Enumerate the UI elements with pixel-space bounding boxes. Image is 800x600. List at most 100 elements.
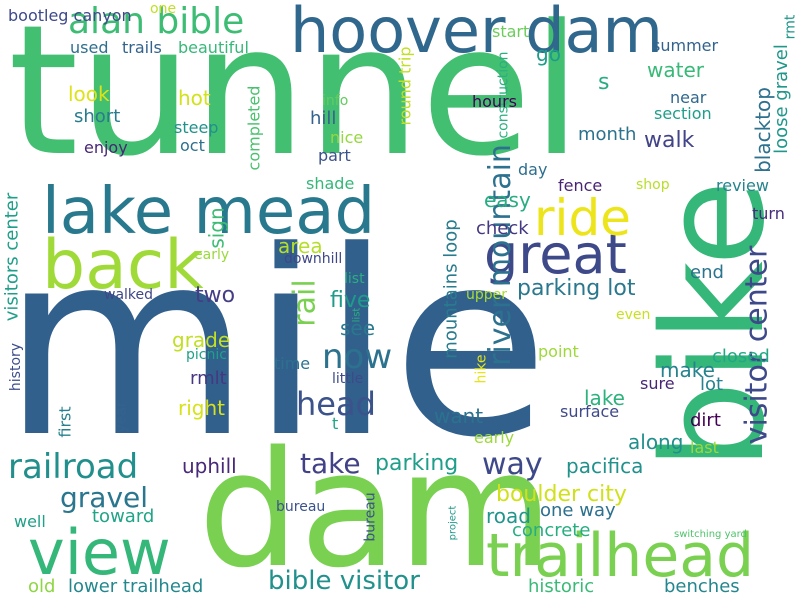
- word-hill: hill: [310, 108, 337, 129]
- word-surface: surface: [560, 402, 620, 421]
- word-parking: parking: [375, 451, 459, 476]
- word-walked: walked: [104, 287, 154, 303]
- word-rmlt: rmlt: [190, 368, 227, 389]
- word-concrete: concrete: [512, 520, 591, 541]
- word-alan-bible: alan bible: [68, 1, 245, 42]
- word-oct: oct: [180, 136, 205, 155]
- word-bible-visitor: bible visitor: [268, 566, 420, 596]
- word-park: early: [474, 428, 515, 447]
- word-uphill: uphill: [182, 454, 237, 478]
- word-dam: dam: [198, 416, 554, 600]
- word-along: along: [628, 430, 684, 454]
- word-now: now: [322, 337, 393, 377]
- word-list: list: [344, 271, 365, 287]
- word-lower-trailhead: lower trailhead: [68, 576, 204, 597]
- word-trails: one: [150, 1, 177, 17]
- word-road: road: [486, 504, 531, 528]
- word-point: hike: [473, 354, 490, 384]
- word-one-way: one way: [540, 500, 616, 521]
- word-part: part: [318, 146, 351, 165]
- word-historic: historic: [528, 576, 595, 597]
- word-little: little: [332, 371, 364, 387]
- word-way: way: [482, 447, 543, 482]
- word-loose-gravel: loose gravel: [770, 44, 792, 154]
- word-beautiful: beautiful: [178, 38, 249, 57]
- word-shop: shop: [636, 177, 670, 193]
- word-near: near: [670, 88, 707, 107]
- word-walk: walk: [644, 128, 695, 153]
- word-review: review: [716, 176, 769, 195]
- word-benches: benches: [664, 576, 740, 597]
- word-check: check: [476, 218, 529, 239]
- word-dirt: dirt: [690, 410, 721, 431]
- word-two: two: [195, 283, 236, 308]
- word-shade: shade: [306, 174, 355, 193]
- word-grade: grade: [172, 328, 231, 352]
- word-start: trails: [122, 38, 162, 57]
- word-tunnel: tunnel: [8, 0, 582, 196]
- word-switching-yard: project: [447, 505, 459, 541]
- word-upper: upper: [466, 287, 508, 303]
- word-hike: point: [538, 342, 579, 361]
- word-great: great: [484, 223, 627, 286]
- word-hours: hours: [472, 92, 517, 111]
- word-sign: sign: [204, 207, 229, 249]
- word-see: see: [340, 316, 376, 340]
- word-first: first: [55, 406, 75, 438]
- word-right: right: [178, 396, 225, 420]
- word-round-trip: round trip: [395, 46, 415, 126]
- word-head: head: [296, 385, 376, 423]
- word-bootleg-canyon: switching yard: [674, 529, 747, 540]
- word-picnic: picnic: [186, 347, 227, 363]
- word-visitor-center: visitor center: [739, 245, 775, 445]
- word-fence: fence: [558, 176, 603, 195]
- word-downhill: downhill: [284, 251, 343, 267]
- word-even: even: [616, 307, 651, 323]
- word-boulder-city: boulder city: [496, 482, 627, 507]
- word-year: year: [113, 401, 130, 433]
- word-short: short: [74, 106, 121, 127]
- word-time: time: [274, 354, 311, 373]
- word-river-mountain: river mountain: [482, 144, 518, 366]
- word-go: go: [536, 42, 561, 66]
- word-visitors-center: visitors center: [1, 192, 23, 322]
- word-rail: rail: [287, 279, 323, 327]
- word-parking-lot: parking lot: [517, 276, 636, 301]
- word-water: water: [647, 58, 704, 82]
- word-early: early: [194, 247, 230, 263]
- word-back: back: [42, 226, 204, 305]
- word-railroad: railroad: [8, 447, 139, 487]
- word-rmt: rmt: [782, 14, 799, 40]
- word-hoover-dam: hoover dam: [290, 0, 663, 67]
- word-end: end: [690, 262, 724, 283]
- word-summer: summer: [652, 36, 719, 55]
- word-completed: completed: [244, 85, 264, 171]
- word-mountains-loop: mountains loop: [440, 219, 462, 359]
- word-project: bureau: [362, 492, 379, 542]
- word-toward: toward: [92, 506, 155, 527]
- word-gravel: gravel: [60, 481, 149, 514]
- word-old: old: [28, 576, 56, 597]
- word-info: info: [322, 93, 349, 109]
- word-enjoy: enjoy: [84, 138, 128, 157]
- word-last: last: [690, 438, 719, 457]
- word-trailhead: trailhead: [486, 521, 755, 591]
- word-steep: steep: [174, 118, 219, 137]
- word-section: section: [654, 104, 712, 123]
- word-used: used: [70, 38, 109, 57]
- word-take: take: [300, 447, 361, 480]
- word-ride: ride: [534, 189, 631, 247]
- word-bureau: bureau: [276, 499, 326, 515]
- word-went: start: [492, 22, 530, 41]
- word-month: month: [578, 124, 637, 145]
- word-day: day: [518, 160, 548, 179]
- word-s: s: [598, 70, 610, 95]
- word-want: want: [434, 404, 484, 428]
- word-lake-mead: lake mead: [42, 175, 376, 249]
- word-well: well: [14, 512, 46, 531]
- word-turn: turn: [752, 204, 785, 223]
- word-easy: easy: [484, 188, 531, 212]
- word-view: view: [28, 516, 171, 589]
- word-history: history: [8, 342, 25, 392]
- word-closed: closed: [712, 346, 770, 367]
